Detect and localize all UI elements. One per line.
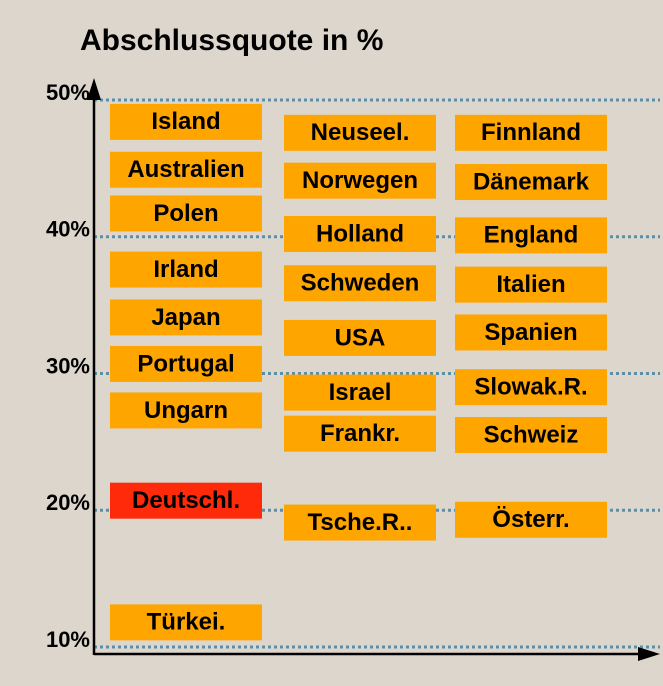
label-box [110,103,262,140]
y-tick-label: 10% [46,627,90,652]
label-box [455,266,607,303]
box-label: England [484,222,579,249]
box-label: Deutschl. [132,487,240,514]
label-box [284,415,436,452]
label-box [110,151,262,188]
y-axis-arrow [87,78,101,100]
box-label: Holland [316,220,404,247]
x-axis-arrow [638,647,660,661]
box-label: Irland [153,256,218,283]
box-label: Dänemark [473,168,590,195]
box-label: Ungarn [144,397,228,424]
box-label: Portugal [137,350,234,377]
label-box [284,216,436,253]
label-box [284,265,436,302]
label-box [110,251,262,288]
box-label: Frankr. [320,420,400,447]
box-label: Schweiz [484,421,579,448]
chart-title: Abschlussquote in % [80,24,383,57]
y-tick-label: 50% [46,80,90,105]
box-label: Island [151,108,220,135]
label-box [455,369,607,406]
box-label: Finnland [481,119,581,146]
box-label: USA [335,324,386,351]
label-box [284,374,436,411]
label-box [110,195,262,232]
box-label: Neuseel. [311,119,410,146]
box-label: Italien [496,271,565,298]
label-box [284,114,436,151]
box-label: Japan [151,304,220,331]
box-label: Tsche.R.. [308,509,413,536]
label-box [455,217,607,254]
y-tick-label: 40% [46,217,90,242]
label-box [110,299,262,336]
label-box [110,482,262,519]
box-label: Spanien [484,319,577,346]
box-label: Norwegen [302,167,418,194]
label-box [284,319,436,356]
label-box [455,501,607,538]
label-box [110,345,262,382]
box-label: Slowak.R. [474,374,587,401]
box-label: Schweden [301,270,420,297]
y-tick-label: 30% [46,353,90,378]
box-label: Österr. [492,506,569,533]
label-box [455,114,607,151]
label-box [455,314,607,351]
label-box [284,504,436,541]
label-box [284,162,436,199]
box-label: Türkei. [147,609,226,636]
label-box [110,392,262,429]
label-box [110,604,262,641]
box-label: Australien [127,156,244,183]
box-label: Israel [329,379,392,406]
y-tick-label: 20% [46,490,90,515]
box-label: Polen [153,200,218,227]
label-box [455,164,607,201]
label-box [455,417,607,454]
